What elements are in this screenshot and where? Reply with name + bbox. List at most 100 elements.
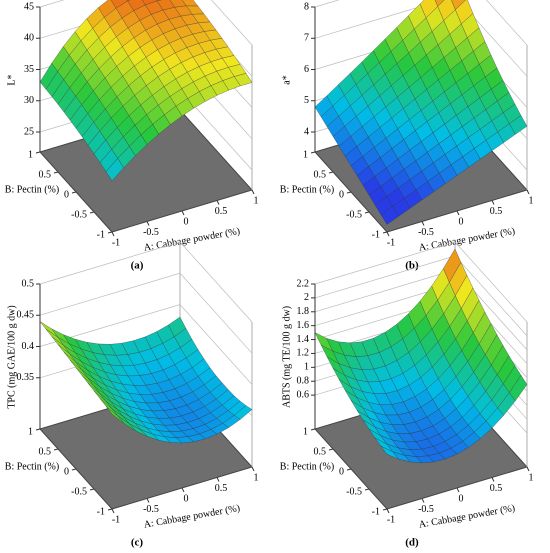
caption: (a) — [131, 260, 144, 272]
x-tick — [421, 498, 425, 503]
x-tick-label: 1 — [529, 195, 534, 206]
y-tick — [107, 508, 113, 511]
z-tick-label: 1.2 — [297, 348, 310, 359]
x-tick-label: -0.5 — [418, 227, 434, 238]
y-tick-label: -0.5 — [71, 486, 87, 497]
surface-patch — [380, 206, 399, 225]
y-tick-label: 0 — [339, 466, 344, 477]
x-tick — [526, 189, 530, 195]
y-axis-label: B: Pectin (%) — [5, 184, 59, 195]
x-tick — [456, 210, 460, 216]
caption: (d) — [405, 537, 419, 549]
x-tick — [111, 231, 115, 237]
y-tick-label: 1 — [28, 149, 33, 160]
caption: (c) — [131, 537, 144, 549]
z-tick-label: 35 — [24, 64, 34, 75]
z-grid-line — [314, 0, 528, 77]
z-tick-label: 45 — [24, 1, 34, 12]
z-tick-label: 8 — [304, 1, 309, 12]
x-tick-label: -1 — [112, 237, 120, 248]
x-tick-label: 1 — [529, 472, 534, 483]
x-tick — [251, 466, 255, 472]
z-tick-label: 6 — [304, 64, 309, 75]
z-tick-label: 0.8 — [297, 376, 310, 387]
z-grid-line — [314, 0, 528, 46]
caption: (b) — [405, 260, 419, 272]
z-axis-label: L* — [6, 74, 17, 85]
y-tick-label: 0.5 — [39, 446, 52, 457]
y-tick — [382, 508, 388, 511]
z-grid-line — [314, 241, 528, 323]
y-tick-label: 0.5 — [314, 446, 327, 457]
y-tick-label: 1 — [303, 149, 308, 160]
y-tick — [364, 488, 370, 491]
y-tick-label: 0.5 — [314, 169, 327, 180]
x-tick-label: 1 — [254, 195, 259, 206]
x-tick-label: -0.5 — [418, 504, 434, 515]
x-tick — [181, 210, 185, 216]
surface-patch — [434, 0, 445, 7]
y-axis-label: B: Pectin (%) — [5, 461, 59, 472]
z-tick-label: 7 — [304, 33, 309, 44]
y-tick — [382, 231, 388, 234]
x-tick — [491, 200, 495, 205]
z-grid-line — [39, 272, 253, 354]
y-axis-label: B: Pectin (%) — [280, 461, 334, 472]
z-tick-label: 1 — [304, 362, 309, 373]
y-tick — [346, 468, 352, 471]
y-tick — [364, 211, 370, 214]
x-tick — [526, 466, 530, 472]
y-tick-label: 0 — [339, 189, 344, 200]
y-tick — [328, 171, 334, 174]
y-tick — [35, 151, 41, 154]
x-tick-label: -1 — [112, 514, 120, 525]
z-grid-line — [39, 0, 253, 46]
x-tick-label: -0.5 — [143, 227, 159, 238]
x-tick — [386, 231, 390, 237]
x-tick-label: -1 — [387, 514, 395, 525]
x-tick-label: 0 — [459, 493, 464, 504]
x-tick — [421, 221, 425, 226]
x-tick-label: 0.5 — [490, 483, 503, 494]
x-tick-label: -0.5 — [143, 504, 159, 515]
y-tick — [310, 151, 316, 154]
panel: 0.350.40.450.5-1-0.500.51-1-0.500.51TPC … — [5, 241, 259, 549]
z-tick-label: 25 — [24, 126, 34, 137]
y-tick — [107, 231, 113, 234]
z-tick-label: 2 — [304, 292, 309, 303]
y-tick-label: 1 — [28, 426, 33, 437]
x-tick-label: 0 — [184, 493, 189, 504]
y-tick-label: 0.5 — [39, 169, 52, 180]
z-tick-label: 30 — [24, 95, 34, 106]
y-tick — [89, 488, 95, 491]
x-tick — [216, 477, 220, 482]
surface-patch — [380, 446, 399, 460]
z-tick-label: 0.6 — [297, 389, 310, 400]
z-tick-label: 0.4 — [22, 341, 35, 352]
y-tick-label: -0.5 — [346, 209, 362, 220]
z-tick-label: 1.6 — [297, 320, 310, 331]
x-tick — [491, 477, 495, 482]
z-tick-label: 1.8 — [297, 306, 310, 317]
y-tick-label: -1 — [97, 506, 105, 517]
surface-patch — [105, 406, 124, 424]
z-axis-label: ABTS (mg TE/100 g dw) — [281, 306, 292, 408]
y-tick-label: -0.5 — [71, 209, 87, 220]
z-tick-label: 4 — [304, 126, 309, 137]
x-tick — [456, 487, 460, 493]
x-tick — [386, 508, 390, 514]
y-tick-label: -1 — [372, 229, 380, 240]
z-tick-label: 1.4 — [297, 334, 310, 345]
y-tick-label: -0.5 — [346, 486, 362, 497]
y-tick — [71, 191, 77, 194]
surface-patch — [105, 158, 124, 182]
x-tick-label: 0.5 — [490, 206, 503, 217]
y-tick — [71, 468, 77, 471]
x-tick-label: 0.5 — [215, 206, 228, 217]
z-tick-label: 0.5 — [22, 278, 35, 289]
z-axis-label: a* — [281, 75, 292, 84]
x-tick-label: 0 — [459, 216, 464, 227]
y-tick-label: -1 — [97, 229, 105, 240]
